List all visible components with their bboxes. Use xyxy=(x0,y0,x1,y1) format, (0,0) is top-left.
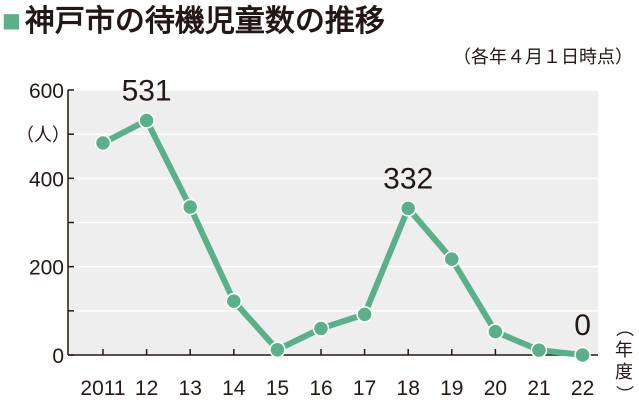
data-label: 531 xyxy=(122,74,172,107)
x-tick-label: 14 xyxy=(222,377,246,400)
data-point xyxy=(487,323,504,340)
chart-title: ■ 神戸市の待機児童数の推移 xyxy=(2,0,385,42)
data-point xyxy=(138,112,155,129)
series-layer xyxy=(94,112,591,364)
data-point xyxy=(443,250,461,268)
data-point xyxy=(530,341,548,359)
x-tick-label: 22 xyxy=(571,377,594,400)
x-tick-label: 15 xyxy=(266,377,289,400)
data-point xyxy=(356,306,373,323)
x-axis-unit-char: ） xyxy=(613,385,634,403)
x-axis-unit-char: 年 xyxy=(615,340,633,361)
x-tick-label: 2011 xyxy=(80,377,125,400)
data-label: 0 xyxy=(574,309,591,342)
x-tick-label: 16 xyxy=(309,377,332,400)
x-tick-label: 12 xyxy=(135,377,158,400)
x-tick-label: 18 xyxy=(397,377,420,400)
data-point xyxy=(225,292,243,310)
x-tick-label: 21 xyxy=(527,377,550,400)
chart-title-text: 神戸市の待機児童数の推移 xyxy=(24,4,385,39)
x-axis-ticks: 2011 12 13 14 15 16 17 18 19 20 21 22 xyxy=(80,377,594,400)
data-point xyxy=(94,134,112,152)
data-point xyxy=(181,198,199,216)
data-point xyxy=(399,200,417,217)
x-tick-label: 19 xyxy=(440,377,463,400)
y-tick-label: 0 xyxy=(52,345,64,368)
data-point xyxy=(574,346,591,364)
y-axis-unit-label: （人） xyxy=(16,125,70,146)
x-axis-unit-label: （ 年度 ） xyxy=(613,319,634,403)
y-tick-label: 400 xyxy=(29,168,64,191)
y-tick-label: 600 xyxy=(29,80,64,103)
x-tick-label: 20 xyxy=(484,377,507,400)
square-bullet-icon: ■ xyxy=(2,8,21,32)
x-axis-unit-char: （ xyxy=(613,319,634,337)
y-tick-label: 200 xyxy=(29,257,64,280)
y-axis-ticks: 0 200 400 600 xyxy=(29,80,64,368)
data-label: 332 xyxy=(383,162,433,195)
x-tick-label: 13 xyxy=(179,377,202,400)
data-labels: 531 332 0 xyxy=(122,74,591,342)
x-tick-label: 17 xyxy=(353,377,376,400)
chart-subtitle: （各年４月１日時点） xyxy=(453,47,633,68)
data-point xyxy=(269,341,286,358)
data-point xyxy=(312,320,330,337)
x-axis-unit-char: 度 xyxy=(615,362,633,383)
